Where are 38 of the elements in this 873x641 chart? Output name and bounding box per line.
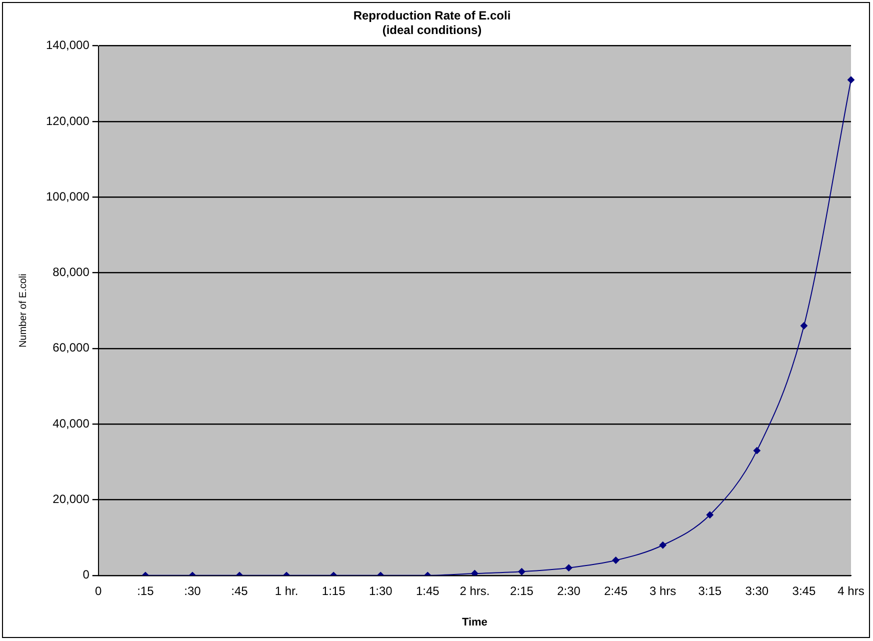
y-tick-label: 60,000 — [52, 340, 90, 355]
point — [565, 564, 572, 572]
x-tick-label: 1:15 — [322, 584, 346, 598]
point — [800, 322, 808, 330]
point — [753, 447, 760, 454]
point — [612, 556, 620, 564]
y-tick-label: 100,000 — [46, 189, 90, 204]
y-tick-label: 120,000 — [46, 114, 90, 128]
x-tick-label: 2 hrs. — [460, 584, 490, 598]
x-axis-title: Time — [462, 616, 488, 628]
point — [848, 76, 854, 84]
x-tick-label: :30 — [184, 584, 202, 598]
chart-title: Reproduction Rate of E.coli — [353, 8, 511, 23]
x-tick-label: :15 — [137, 584, 154, 598]
x-tick-label: 3 hrs — [650, 584, 676, 598]
x-tick-label: :45 — [231, 584, 248, 598]
y-tick-label: 140,000 — [46, 38, 90, 52]
point — [471, 570, 478, 576]
y-tick-label: 40,000 — [52, 416, 90, 430]
point — [518, 568, 526, 576]
y-tick-label: 0 — [82, 568, 90, 582]
x-tick-label: 1 hr. — [274, 584, 298, 598]
x-tick-label: 3:45 — [792, 584, 816, 598]
x-tick-label: 0 — [95, 584, 102, 598]
y-tick-label: 80,000 — [52, 265, 90, 280]
y-axis-title: Number of E.coli — [18, 274, 29, 348]
x-tick-label: 4 hrs — [838, 584, 864, 598]
point — [659, 542, 666, 549]
x-tick-label: 2:45 — [604, 584, 628, 598]
point — [706, 511, 714, 518]
x-tick-label: 2:15 — [510, 584, 534, 598]
x-tick-label: 2:30 — [557, 584, 581, 598]
x-tick-label: 1:30 — [368, 584, 393, 598]
x-tick-label: 3:30 — [745, 584, 769, 598]
chart-subtitle: (ideal conditions) — [382, 22, 482, 37]
y-tick-label: 20,000 — [52, 492, 90, 506]
x-tick-label: 3:15 — [698, 584, 722, 598]
x-tick-label: 1:45 — [416, 584, 440, 598]
